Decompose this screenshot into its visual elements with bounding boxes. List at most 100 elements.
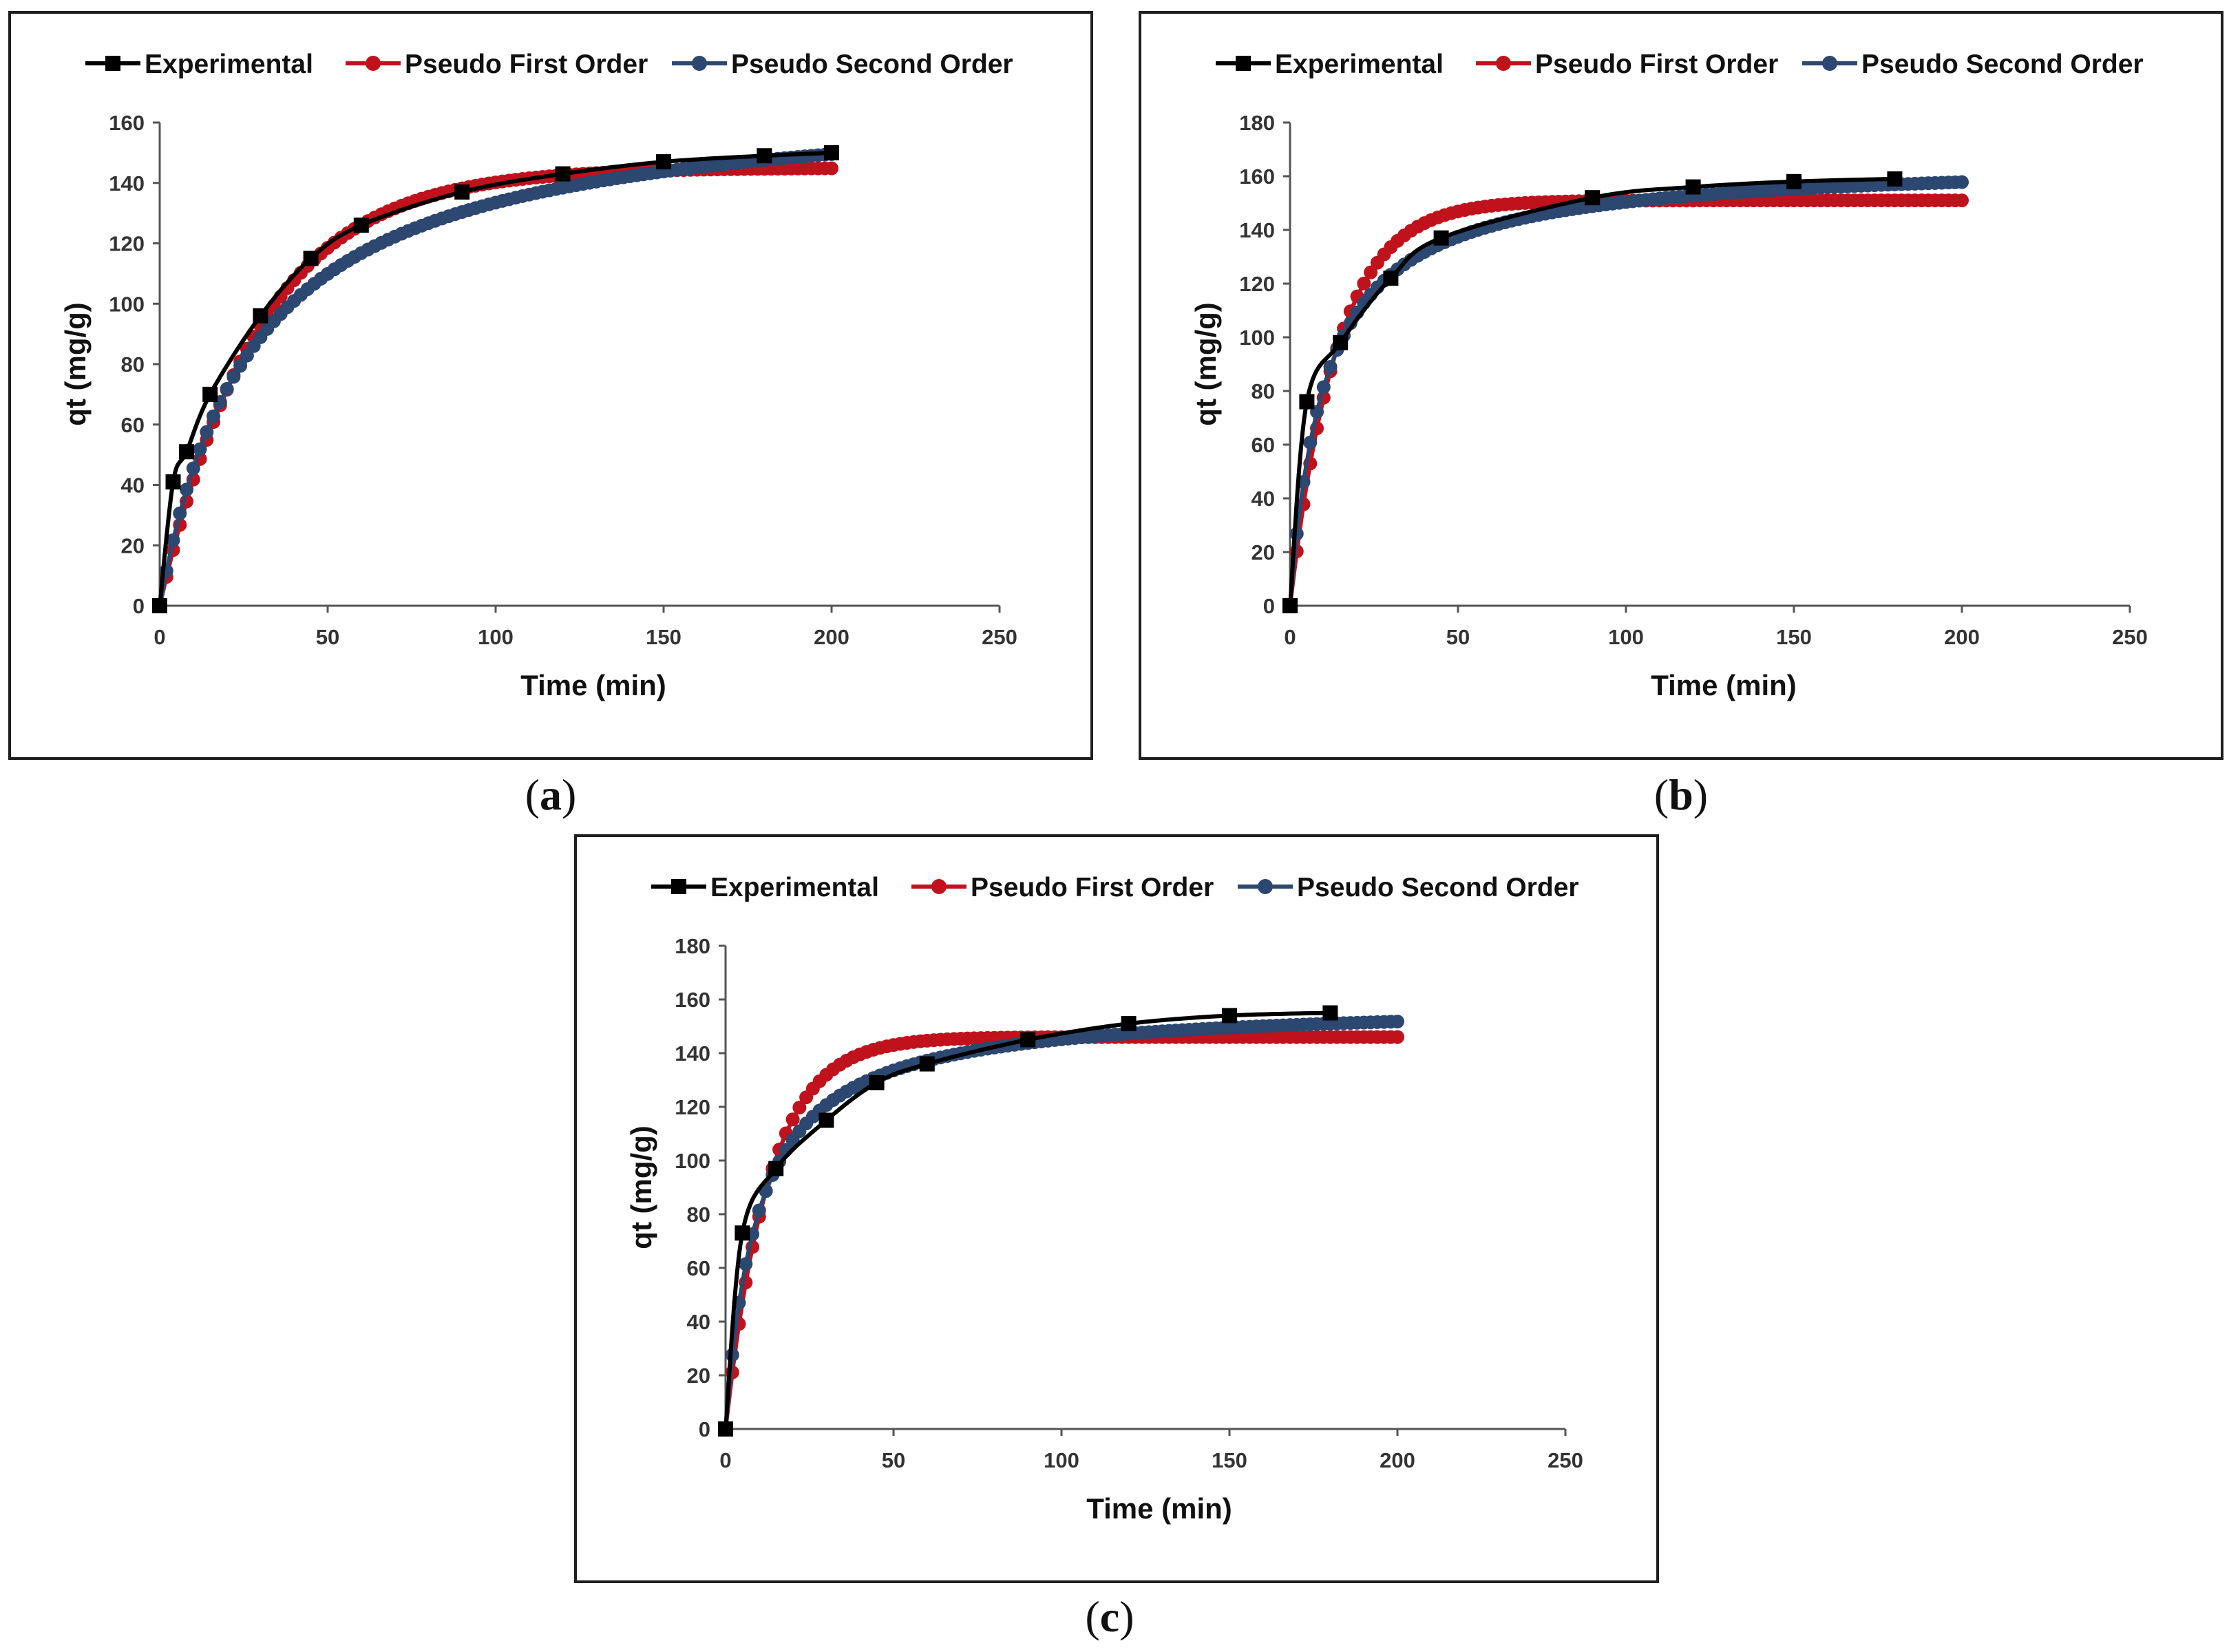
experimental-marker [1222, 1008, 1237, 1024]
y-tick-label: 80 [121, 352, 145, 377]
experimental-marker [165, 474, 181, 490]
experimental-marker [253, 308, 268, 324]
experimental-marker [818, 1112, 834, 1128]
caption-a-letter: a [540, 770, 562, 819]
y-tick-label: 140 [109, 171, 145, 195]
y-tick-label: 20 [687, 1364, 710, 1388]
y-tick-label: 100 [1239, 326, 1275, 350]
y-tick-label: 60 [1251, 433, 1275, 457]
y-axis-title: qt (mg/g) [625, 1125, 657, 1249]
caption-c-letter: c [1099, 1592, 1120, 1641]
experimental-marker [757, 148, 772, 164]
pfo-marker [1391, 1030, 1404, 1044]
y-tick-label: 60 [687, 1256, 710, 1280]
pso-marker [207, 409, 221, 423]
x-tick-label: 200 [1944, 625, 1980, 649]
experimental-marker [454, 184, 470, 200]
experimental-marker [555, 166, 571, 182]
chart-b: 0 20 40 60 80 100 120 140 160 180 0 50 100 150 200 250 T… [1190, 50, 2148, 701]
x-tick-label: 150 [1776, 625, 1812, 649]
y-tick-label: 80 [687, 1203, 710, 1227]
y-tick-label: 0 [699, 1417, 710, 1441]
y-tick-label: 20 [1251, 540, 1275, 564]
legend-experimental-marker [1236, 56, 1251, 71]
pfo-marker [785, 1112, 800, 1127]
experimental-marker [1433, 230, 1449, 246]
experimental-marker [824, 145, 839, 160]
x-axis-title: Time (min) [1086, 1492, 1232, 1525]
legend-pfo-marker [931, 879, 947, 894]
experimental-marker [735, 1225, 750, 1241]
caption-b-letter: b [1669, 770, 1693, 819]
legend-pfo-marker [366, 56, 381, 71]
pso-marker [1323, 359, 1338, 374]
x-tick-label: 100 [478, 625, 514, 649]
x-tick-label: 250 [2112, 625, 2148, 649]
legend-experimental-marker [671, 879, 686, 894]
pso-marker [240, 348, 254, 363]
experimental-marker [1685, 179, 1701, 195]
x-tick-label: 250 [982, 625, 1017, 649]
experimental-marker [1299, 394, 1315, 410]
legend-experimental-label: Experimental [145, 50, 313, 79]
y-axis-title: qt (mg/g) [1190, 302, 1222, 426]
x-tick-label: 50 [316, 625, 339, 649]
legend-pfo-marker [1496, 56, 1511, 71]
x-tick-label: 0 [154, 625, 165, 649]
legend-pfo-label: Pseudo First Order [405, 50, 648, 79]
x-tick-label: 150 [1212, 1448, 1247, 1472]
experimental-marker [1322, 1005, 1338, 1021]
experimental-marker [869, 1074, 885, 1090]
x-tick-label: 50 [882, 1448, 905, 1472]
pso-marker [752, 1203, 766, 1218]
experimental-marker [1020, 1032, 1036, 1048]
x-tick-label: 0 [1284, 625, 1296, 649]
experimental-marker [353, 218, 369, 233]
x-axis-title: Time (min) [1651, 669, 1797, 701]
chart-panel-b: 0 20 40 60 80 100 120 140 160 180 0 50 100 150 200 250 T… [1139, 11, 2223, 760]
legend-pso-marker [1822, 56, 1837, 71]
experimental-marker [1383, 271, 1399, 286]
experimental-marker [656, 154, 671, 170]
pfo-marker [1364, 265, 1378, 279]
pso-marker [226, 370, 241, 384]
experimental-marker [179, 444, 195, 460]
pfo-marker [1955, 193, 1969, 208]
chart-panel-c: 0 20 40 60 80 100 120 140 160 180 0 50 100 150 200 250 T… [574, 834, 1659, 1583]
x-tick-label: 50 [1446, 625, 1470, 649]
caption-b: (b) [1654, 770, 1709, 819]
pso-marker [1316, 380, 1331, 394]
y-tick-label: 140 [1239, 218, 1275, 242]
pso-marker [173, 506, 187, 520]
experimental-marker [1121, 1016, 1137, 1032]
experimental-marker [202, 386, 218, 402]
caption-c: (c) [1085, 1592, 1134, 1641]
y-axis-title: qt (mg/g) [59, 302, 92, 426]
legend-pso-marker [1258, 879, 1273, 894]
y-tick-label: 40 [687, 1310, 710, 1334]
pfo-marker [1357, 276, 1371, 290]
experimental-marker [1786, 173, 1802, 189]
pfo-line [158, 166, 832, 606]
experimental-marker [1585, 190, 1601, 206]
x-tick-label: 0 [719, 1448, 731, 1472]
pso-marker [739, 1257, 753, 1271]
pso-marker [220, 382, 234, 396]
legend-pfo-label: Pseudo First Order [971, 873, 1214, 902]
pso-marker [180, 483, 194, 497]
y-tick-label: 100 [675, 1149, 710, 1173]
experimental-line [723, 1010, 1331, 1430]
y-tick-label: 0 [1263, 594, 1275, 618]
experimental-marker [718, 1421, 733, 1437]
pso-marker [200, 425, 214, 439]
experimental-marker [152, 598, 167, 613]
experimental-line [1288, 176, 1895, 606]
x-tick-label: 100 [1608, 625, 1644, 649]
legend-pso-label: Pseudo Second Order [1861, 50, 2144, 79]
x-tick-label: 200 [1380, 1448, 1415, 1472]
pso-line [158, 151, 832, 606]
y-tick-label: 100 [109, 292, 145, 316]
pfo-line [723, 1035, 1397, 1430]
experimental-marker [1333, 335, 1349, 350]
x-tick-label: 200 [814, 625, 849, 649]
